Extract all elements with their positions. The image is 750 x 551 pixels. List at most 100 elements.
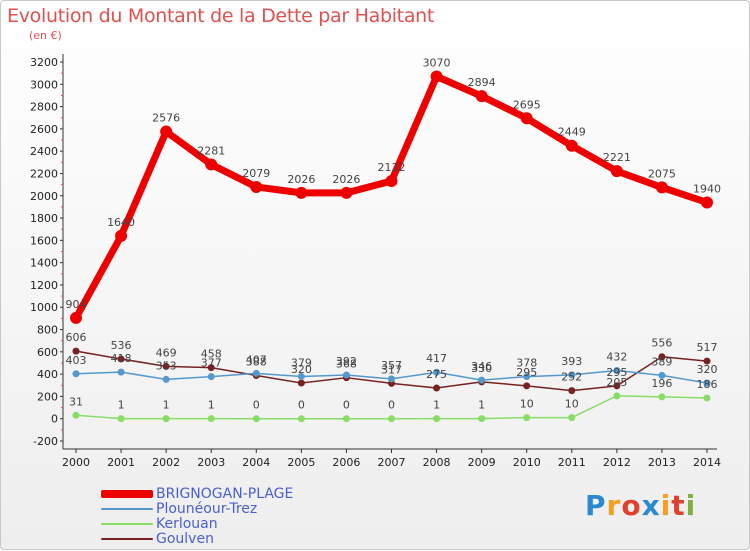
data-label: 330 — [471, 362, 492, 375]
data-label: 2026 — [287, 173, 315, 186]
data-label: 418 — [111, 352, 132, 365]
data-label: 1 — [208, 399, 215, 412]
data-label: 10 — [565, 398, 579, 411]
legend: BRIGNOGAN-PLAGE Plounéour-Trez Kerlouan Gou… — [101, 486, 293, 547]
data-label: 1 — [478, 399, 485, 412]
data-label: 407 — [246, 353, 267, 366]
y-tick-label: 1000 — [30, 301, 58, 314]
series-point — [478, 376, 486, 384]
series-point — [295, 186, 308, 199]
series-point — [117, 355, 125, 363]
series-point — [703, 394, 711, 402]
series-point — [70, 311, 82, 324]
x-tick-label: 2008 — [423, 456, 451, 469]
series-point — [162, 375, 170, 383]
x-tick-label: 2000 — [62, 456, 90, 469]
data-label: 1940 — [693, 182, 721, 195]
series-point — [613, 382, 621, 390]
x-tick-label: 2001 — [107, 456, 135, 469]
y-tick-label: 400 — [37, 368, 58, 381]
series-point — [72, 370, 80, 378]
data-label: 458 — [201, 348, 222, 361]
x-tick-label: 2011 — [558, 456, 586, 469]
data-label: 368 — [336, 358, 357, 371]
data-label: 3070 — [423, 56, 451, 69]
data-label: 0 — [298, 399, 305, 412]
logo-letter: x — [641, 489, 661, 522]
data-label: 317 — [381, 363, 402, 376]
legend-item: Plounéour-Trez — [101, 501, 293, 517]
y-tick-label: 3200 — [30, 56, 58, 69]
y-tick-label: 3000 — [30, 78, 58, 91]
chart-unit: (en €) — [29, 29, 62, 42]
data-label: 196 — [651, 377, 672, 390]
data-label: 2221 — [603, 151, 631, 164]
x-tick-label: 2005 — [287, 456, 315, 469]
data-label: 320 — [697, 363, 718, 376]
legend-item: Goulven — [101, 530, 293, 547]
series-point — [568, 371, 576, 379]
series-point — [297, 372, 305, 380]
data-label: 1 — [433, 399, 440, 412]
series-point — [207, 364, 215, 372]
x-tick-label: 2013 — [648, 456, 676, 469]
logo-letter: P — [585, 489, 607, 522]
series-point — [342, 415, 350, 423]
legend-label: Goulven — [156, 530, 214, 547]
data-label: 357 — [381, 359, 402, 372]
series-point — [568, 414, 576, 422]
data-label: 904 — [66, 298, 87, 311]
series-point — [162, 415, 170, 423]
series-point — [478, 415, 486, 423]
series-point — [613, 367, 621, 375]
proxiti-logo: Proxiti — [585, 489, 696, 522]
y-tick-label: 800 — [37, 324, 58, 337]
y-tick-label: 2000 — [30, 190, 58, 203]
series-point — [250, 180, 263, 193]
y-tick-label: -200 — [33, 435, 58, 448]
series-point — [701, 196, 713, 209]
series-point — [115, 229, 128, 242]
series-point — [703, 379, 711, 387]
series-point — [703, 357, 711, 365]
logo-letter: i — [685, 489, 697, 522]
legend-label: Kerlouan — [156, 515, 218, 532]
y-tick-label: 2200 — [30, 167, 58, 180]
data-label: 432 — [606, 351, 627, 364]
data-label: 31 — [69, 395, 83, 408]
x-tick-label: 2002 — [152, 456, 180, 469]
data-label: 0 — [253, 399, 260, 412]
logo-letter: i — [660, 489, 672, 522]
series-point — [207, 373, 215, 381]
data-label: 388 — [246, 355, 267, 368]
series-point — [342, 371, 350, 379]
data-label: 606 — [66, 331, 87, 344]
data-label: 2132 — [378, 161, 406, 174]
series-point — [252, 415, 260, 423]
y-tick-label: 200 — [37, 390, 58, 403]
series-point — [430, 70, 443, 83]
series-point — [297, 415, 305, 423]
data-label: 320 — [291, 363, 312, 376]
y-tick-label: 1400 — [30, 257, 58, 270]
x-tick-label: 2012 — [603, 456, 631, 469]
series-point — [433, 415, 441, 423]
legend-item: BRIGNOGAN-PLAGE — [101, 486, 293, 502]
data-label: 0 — [343, 399, 350, 412]
series-point — [252, 369, 260, 377]
x-tick-label: 2014 — [693, 456, 721, 469]
series-point — [162, 362, 170, 370]
legend-swatch — [101, 507, 153, 510]
legend-swatch — [101, 537, 153, 540]
series-point — [613, 392, 621, 400]
data-label: 2075 — [648, 167, 676, 180]
y-tick-label: 2400 — [30, 145, 58, 158]
data-label: 417 — [426, 352, 447, 365]
logo-letter: t — [671, 489, 686, 522]
series-point — [72, 411, 80, 419]
data-label: 2079 — [242, 167, 270, 180]
series-point — [658, 371, 666, 379]
data-label: 517 — [697, 341, 718, 354]
series-point — [72, 347, 80, 355]
